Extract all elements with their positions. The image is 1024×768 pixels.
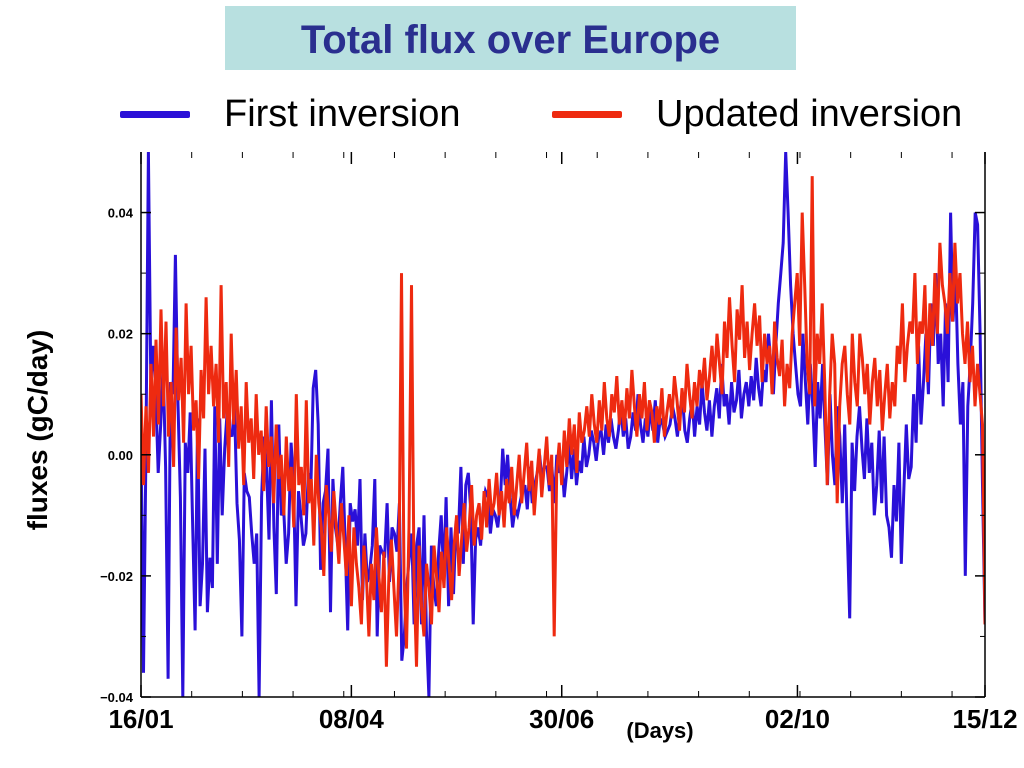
x-tick-label: 08/04	[318, 704, 384, 734]
legend-swatch-first-inversion	[120, 110, 190, 118]
legend-label-updated-inversion: Updated inversion	[656, 92, 963, 135]
x-tick-label: 02/10	[764, 704, 830, 734]
y-tick-label: 0.04	[108, 206, 134, 221]
y-tick-label: −0.04	[100, 690, 134, 705]
legend-label-first-inversion: First inversion	[224, 92, 461, 135]
x-tick-label: 16/01	[108, 704, 174, 734]
title-box: Total flux over Europe	[225, 6, 796, 70]
y-tick-label: −0.02	[100, 569, 133, 584]
legend-item-first-inversion: First inversion	[120, 92, 461, 136]
x-tick-label: 30/06	[529, 704, 595, 734]
legend-swatch-updated-inversion	[552, 110, 622, 118]
legend-item-updated-inversion: Updated inversion	[552, 92, 962, 136]
y-tick-label: 0.02	[108, 327, 133, 342]
series-line-updated-inversion	[141, 176, 985, 667]
x-tick-label: 15/12	[952, 704, 1018, 734]
x-axis-unit: (Days)	[626, 718, 694, 743]
y-tick-label: 0.00	[108, 448, 133, 463]
chart-title: Total flux over Europe	[300, 18, 721, 62]
